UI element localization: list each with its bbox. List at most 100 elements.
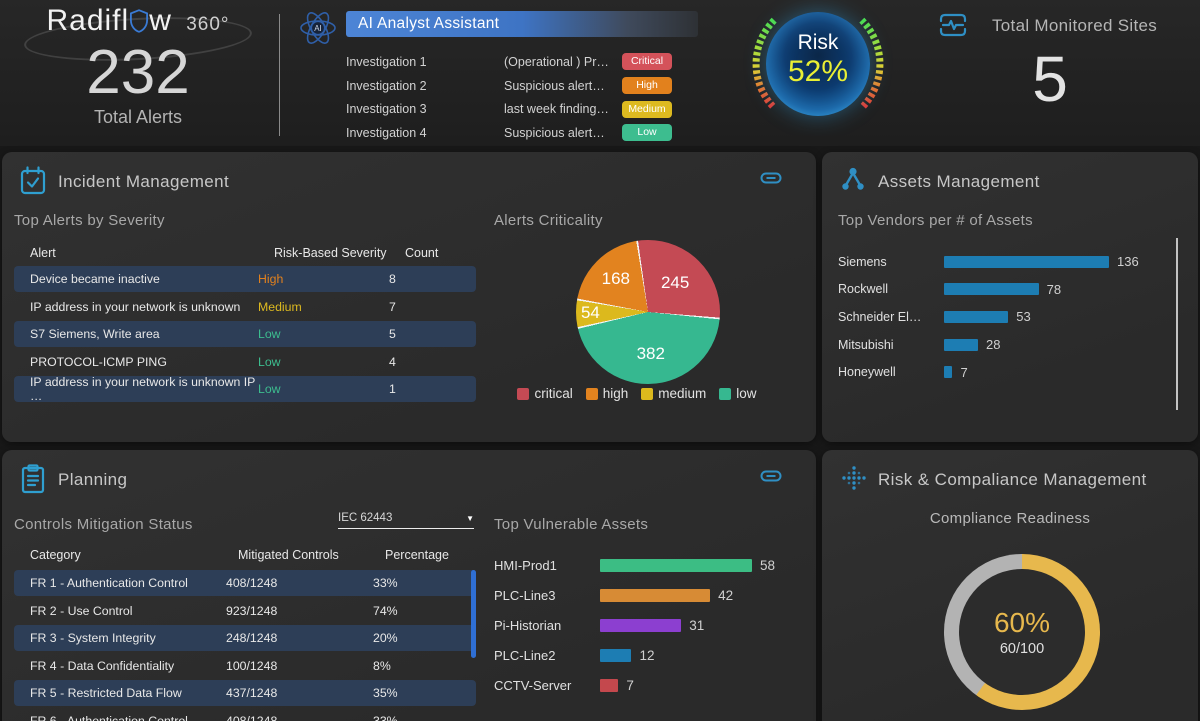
ai-assistant-title: AI Analyst Assistant <box>358 15 500 32</box>
asset-name: CCTV-Server <box>494 677 572 693</box>
alert-name: S7 Siemens, Write area <box>30 327 160 341</box>
col-alert: Alert <box>30 246 56 260</box>
legend-label: low <box>736 386 757 401</box>
vendor-value: 53 <box>1016 309 1031 325</box>
donut-fraction: 60/100 <box>999 641 1045 657</box>
donut-center: 60% 60/100 <box>959 569 1085 695</box>
severity-badge: Medium <box>622 100 672 118</box>
control-percentage: 8% <box>373 658 391 673</box>
legend-swatch <box>585 387 598 400</box>
investigation-row[interactable]: Investigation 2 Suspicious alert… High <box>346 74 708 98</box>
standard-dropdown[interactable]: IEC 62443 ▼ <box>338 512 474 529</box>
compliance-readiness-title: Compliance Readiness <box>929 510 1091 527</box>
investigation-row[interactable]: Investigation 3 last week finding… Medium <box>346 97 708 121</box>
alerts-table-header: Alert Risk-Based Severity Count <box>14 246 476 262</box>
alert-name: IP address in your network is unknown IP… <box>30 375 256 403</box>
alert-name: PROTOCOL-ICMP PING <box>30 354 167 369</box>
vulnerable-asset-bar-row: HMI-Prod1 58 <box>494 550 804 580</box>
pie-slice-value: 245 <box>660 273 690 293</box>
legend-item: medium <box>641 386 706 401</box>
monitored-sites-label: Total Monitored Sites <box>992 16 1158 35</box>
control-percentage: 74% <box>373 603 398 618</box>
brand-text: Radifl w 360° <box>14 4 262 38</box>
vendor-bar-row: Honeywell 7 <box>838 358 1182 386</box>
compliance-donut: 60% 60/100 <box>944 554 1100 710</box>
table-row[interactable]: S7 Siemens, Write area Low 5 <box>14 321 476 347</box>
vendors-bar-chart: Siemens 136 Rockwell 78 Schneider El… 53 Mitsu… <box>838 248 1182 386</box>
alert-severity: High <box>258 272 284 286</box>
table-row[interactable]: FR 1 - Authentication Control 408/1248 33% <box>14 570 476 596</box>
alert-severity: Low <box>258 382 281 396</box>
investigation-row[interactable]: Investigation 4 Suspicious alert… Low <box>346 121 708 145</box>
scrollbar-thumb[interactable] <box>471 570 476 658</box>
pie-slice-value: 168 <box>601 269 630 289</box>
pie-slice-value: 54 <box>580 303 600 323</box>
scrollbar[interactable] <box>1176 238 1178 410</box>
table-row[interactable]: FR 3 - System Integrity 248/1248 20% <box>14 625 476 651</box>
control-category: FR 5 - Restricted Data Flow <box>30 686 182 700</box>
col-severity: Risk-Based Severity <box>274 246 387 260</box>
vendor-bar <box>944 338 978 351</box>
vulnerable-asset-bar-row: CCTV-Server 7 <box>494 670 804 700</box>
investigation-desc: Suspicious alert… <box>504 125 605 140</box>
assets-management-panel: Assets Management Top Vendors per # of A… <box>822 152 1198 442</box>
mitigated-controls: 248/1248 <box>226 631 278 645</box>
alert-count: 1 <box>389 382 396 396</box>
table-row[interactable]: FR 2 - Use Control 923/1248 74% <box>14 598 476 624</box>
legend-label: medium <box>658 386 707 401</box>
control-category: FR 1 - Authentication Control <box>30 576 188 590</box>
donut-percentage: 60% <box>993 607 1051 638</box>
ai-atom-icon: AI <box>300 12 336 44</box>
asset-name: HMI-Prod1 <box>494 557 557 573</box>
asset-name: Pi-Historian <box>494 617 562 633</box>
table-row[interactable]: FR 6 - Authentication Control 408/1248 33% <box>14 708 476 721</box>
table-row[interactable]: IP address in your network is unknown IP… <box>14 375 476 403</box>
chevron-down-icon: ▼ <box>466 513 474 523</box>
legend-label: high <box>602 386 629 401</box>
table-row[interactable]: FR 4 - Data Confidentiality 100/1248 8% <box>14 653 476 679</box>
risk-orb: Risk 52% <box>766 12 870 116</box>
control-category: FR 6 - Authentication Control <box>30 713 188 721</box>
control-percentage: 33% <box>373 576 398 590</box>
col-mitigated: Mitigated Controls <box>238 548 339 562</box>
investigation-row[interactable]: Investigation 1 (Operational ) Pr… Critica… <box>346 50 708 74</box>
incident-management-panel: Incident Management Top Alerts by Severi… <box>2 152 816 442</box>
panel-title: Incident Management <box>58 172 230 191</box>
investigation-desc: Suspicious alert… <box>504 78 605 93</box>
legend-item: critical <box>517 386 573 401</box>
brand-suffix: 360° <box>186 14 230 35</box>
vendor-value: 28 <box>985 337 1001 353</box>
link-icon[interactable] <box>760 172 782 184</box>
divider <box>279 14 280 136</box>
risk-compliance-panel: Risk & Compaliance Management Compliance… <box>822 450 1198 721</box>
mitigated-controls: 923/1248 <box>226 603 278 618</box>
vendor-value: 136 <box>1117 254 1139 270</box>
vendor-name: Mitsubishi <box>838 337 894 352</box>
vulnerable-chart-title: Top Vulnerable Assets <box>494 516 649 533</box>
control-percentage: 20% <box>373 631 398 645</box>
brand-pre: Radifl <box>46 4 130 37</box>
alert-name: IP address in your network is unknown <box>30 299 241 314</box>
link-icon[interactable] <box>760 470 782 482</box>
alert-severity: Low <box>258 354 281 369</box>
asset-name: PLC-Line3 <box>494 587 556 603</box>
shield-icon <box>130 9 149 33</box>
network-nodes-icon <box>842 167 864 190</box>
control-category: FR 3 - System Integrity <box>30 631 156 645</box>
investigation-list: Investigation 1 (Operational ) Pr… Critica… <box>346 50 708 145</box>
monitored-sites-value: 5 <box>1032 43 1068 115</box>
vendor-bar-row: Rockwell 78 <box>838 276 1182 304</box>
alert-severity: Medium <box>258 299 302 314</box>
legend-label: critical <box>534 386 573 401</box>
col-percentage: Percentage <box>385 548 449 562</box>
panel-title: Risk & Compaliance Management <box>878 470 1147 489</box>
asset-value: 58 <box>760 557 776 573</box>
table-row[interactable]: FR 5 - Restricted Data Flow 437/1248 35% <box>14 680 476 706</box>
asset-bar <box>600 648 632 662</box>
table-row[interactable]: Device became inactive High 8 <box>14 266 476 292</box>
table-row[interactable]: PROTOCOL-ICMP PING Low 4 <box>14 349 476 375</box>
table-row[interactable]: IP address in your network is unknown Med… <box>14 294 476 320</box>
alert-count: 7 <box>389 299 396 314</box>
clipboard-icon <box>21 464 45 494</box>
total-alerts-label: Total Alerts <box>93 107 183 127</box>
